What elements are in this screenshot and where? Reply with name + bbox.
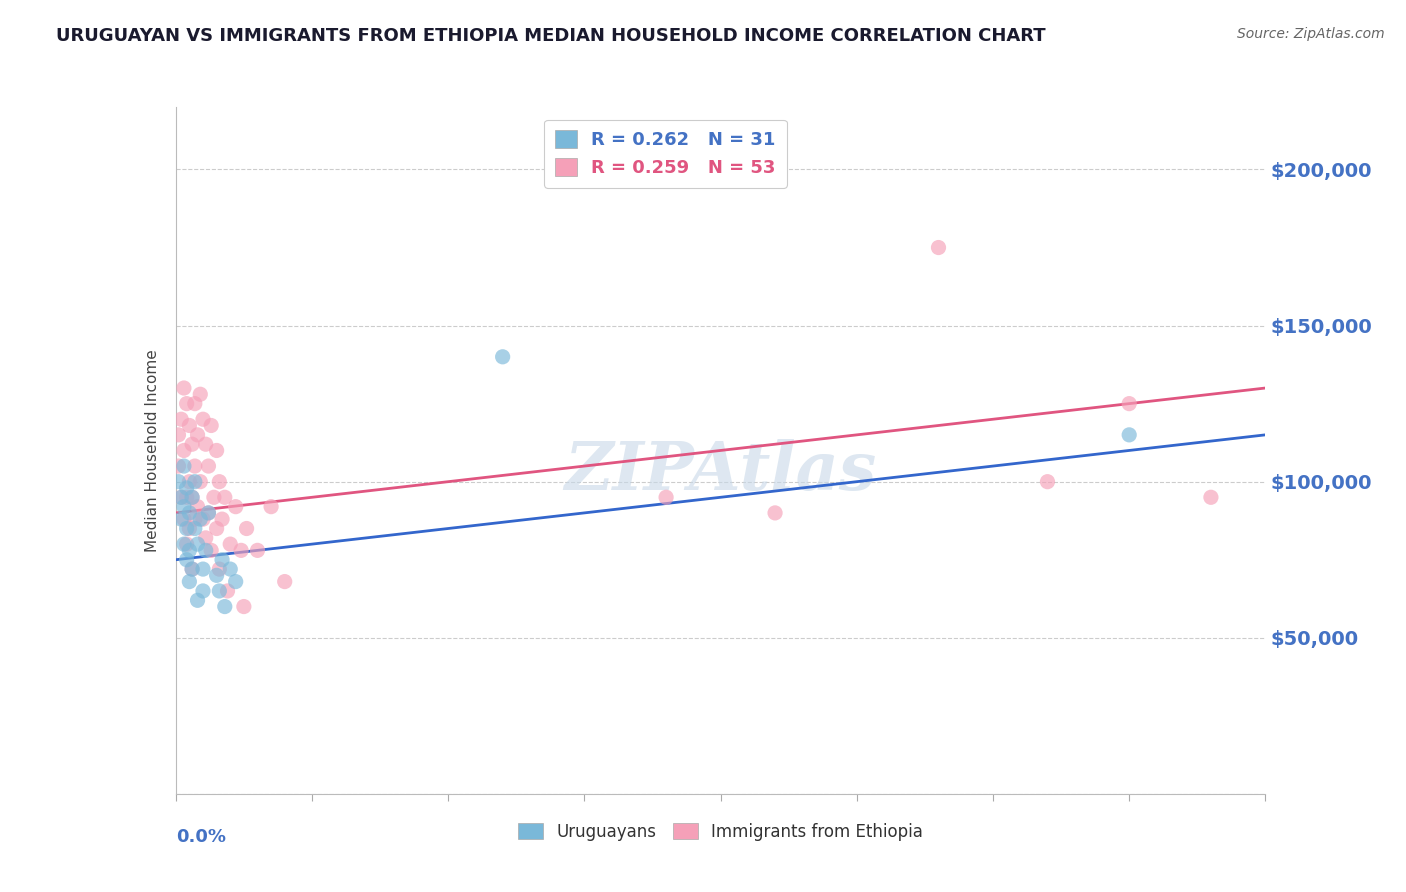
Point bbox=[176, 552, 198, 567]
Point bbox=[176, 481, 198, 495]
Point bbox=[194, 437, 217, 451]
Point bbox=[188, 387, 211, 401]
Point bbox=[1118, 396, 1140, 410]
Point bbox=[176, 490, 198, 504]
Point bbox=[184, 396, 207, 410]
Point bbox=[928, 240, 950, 255]
Point bbox=[235, 521, 257, 535]
Point bbox=[179, 574, 201, 589]
Point bbox=[217, 583, 239, 598]
Point bbox=[186, 593, 209, 607]
Point bbox=[173, 537, 195, 551]
Point bbox=[181, 562, 204, 576]
Point bbox=[260, 500, 283, 514]
Point bbox=[219, 562, 242, 576]
Point bbox=[232, 599, 254, 614]
Point bbox=[170, 490, 193, 504]
Point bbox=[208, 583, 231, 598]
Point bbox=[181, 562, 204, 576]
Legend: Uruguayans, Immigrants from Ethiopia: Uruguayans, Immigrants from Ethiopia bbox=[512, 816, 929, 847]
Point bbox=[184, 512, 207, 526]
Point bbox=[176, 521, 198, 535]
Point bbox=[219, 537, 242, 551]
Point bbox=[188, 512, 211, 526]
Point bbox=[211, 552, 233, 567]
Point bbox=[231, 543, 253, 558]
Point bbox=[184, 458, 207, 473]
Point bbox=[186, 427, 209, 442]
Point bbox=[179, 418, 201, 433]
Text: ZIPAtlas: ZIPAtlas bbox=[564, 439, 877, 504]
Point bbox=[170, 512, 193, 526]
Point bbox=[173, 381, 195, 395]
Point bbox=[167, 427, 190, 442]
Point bbox=[492, 350, 515, 364]
Point bbox=[225, 574, 247, 589]
Point bbox=[173, 458, 195, 473]
Point bbox=[179, 506, 201, 520]
Point bbox=[763, 506, 786, 520]
Point bbox=[167, 475, 190, 489]
Point bbox=[186, 500, 209, 514]
Point bbox=[1036, 475, 1059, 489]
Point bbox=[197, 506, 219, 520]
Point bbox=[194, 543, 217, 558]
Point bbox=[214, 490, 236, 504]
Point bbox=[191, 562, 214, 576]
Point bbox=[191, 583, 214, 598]
Point bbox=[194, 531, 217, 545]
Point bbox=[205, 443, 228, 458]
Point bbox=[208, 562, 231, 576]
Point bbox=[205, 568, 228, 582]
Point bbox=[176, 396, 198, 410]
Point bbox=[181, 437, 204, 451]
Point bbox=[186, 537, 209, 551]
Point bbox=[211, 512, 233, 526]
Point bbox=[181, 490, 204, 504]
Point bbox=[181, 490, 204, 504]
Point bbox=[200, 543, 222, 558]
Point bbox=[173, 500, 195, 514]
Point bbox=[179, 543, 201, 558]
Point bbox=[191, 512, 214, 526]
Point bbox=[208, 475, 231, 489]
Point bbox=[1199, 490, 1222, 504]
Point bbox=[274, 574, 297, 589]
Point bbox=[205, 521, 228, 535]
Point bbox=[184, 521, 207, 535]
Text: Source: ZipAtlas.com: Source: ZipAtlas.com bbox=[1237, 27, 1385, 41]
Point bbox=[179, 521, 201, 535]
Point bbox=[170, 412, 193, 426]
Point bbox=[197, 506, 219, 520]
Text: 0.0%: 0.0% bbox=[176, 828, 226, 846]
Point bbox=[184, 475, 207, 489]
Y-axis label: Median Household Income: Median Household Income bbox=[145, 349, 160, 552]
Point bbox=[167, 458, 190, 473]
Text: URUGUAYAN VS IMMIGRANTS FROM ETHIOPIA MEDIAN HOUSEHOLD INCOME CORRELATION CHART: URUGUAYAN VS IMMIGRANTS FROM ETHIOPIA ME… bbox=[56, 27, 1046, 45]
Point bbox=[176, 537, 198, 551]
Point bbox=[225, 500, 247, 514]
Point bbox=[214, 599, 236, 614]
Point bbox=[200, 418, 222, 433]
Point bbox=[191, 412, 214, 426]
Point bbox=[197, 458, 219, 473]
Point bbox=[170, 490, 193, 504]
Point bbox=[1118, 427, 1140, 442]
Point bbox=[173, 443, 195, 458]
Point bbox=[173, 512, 195, 526]
Point bbox=[179, 475, 201, 489]
Point bbox=[246, 543, 269, 558]
Point bbox=[188, 475, 211, 489]
Point bbox=[202, 490, 225, 504]
Point bbox=[655, 490, 678, 504]
